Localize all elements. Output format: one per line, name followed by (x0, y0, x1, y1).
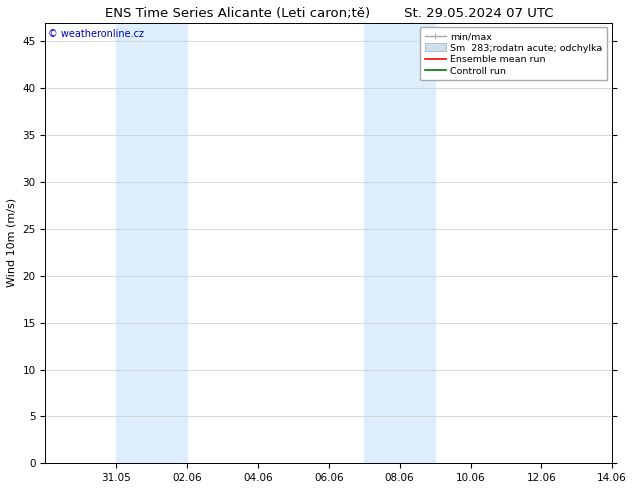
Bar (365, 23, 435, 464)
Bar (116, 23, 187, 464)
Legend: min/max, Sm  283;rodatn acute; odchylka, Ensemble mean run, Controll run: min/max, Sm 283;rodatn acute; odchylka, … (420, 27, 607, 80)
Title: ENS Time Series Alicante (Leti caron;tě)        St. 29.05.2024 07 UTC: ENS Time Series Alicante (Leti caron;tě)… (105, 7, 553, 20)
Text: © weatheronline.cz: © weatheronline.cz (48, 29, 145, 39)
Y-axis label: Wind 10m (m/s): Wind 10m (m/s) (7, 198, 17, 288)
